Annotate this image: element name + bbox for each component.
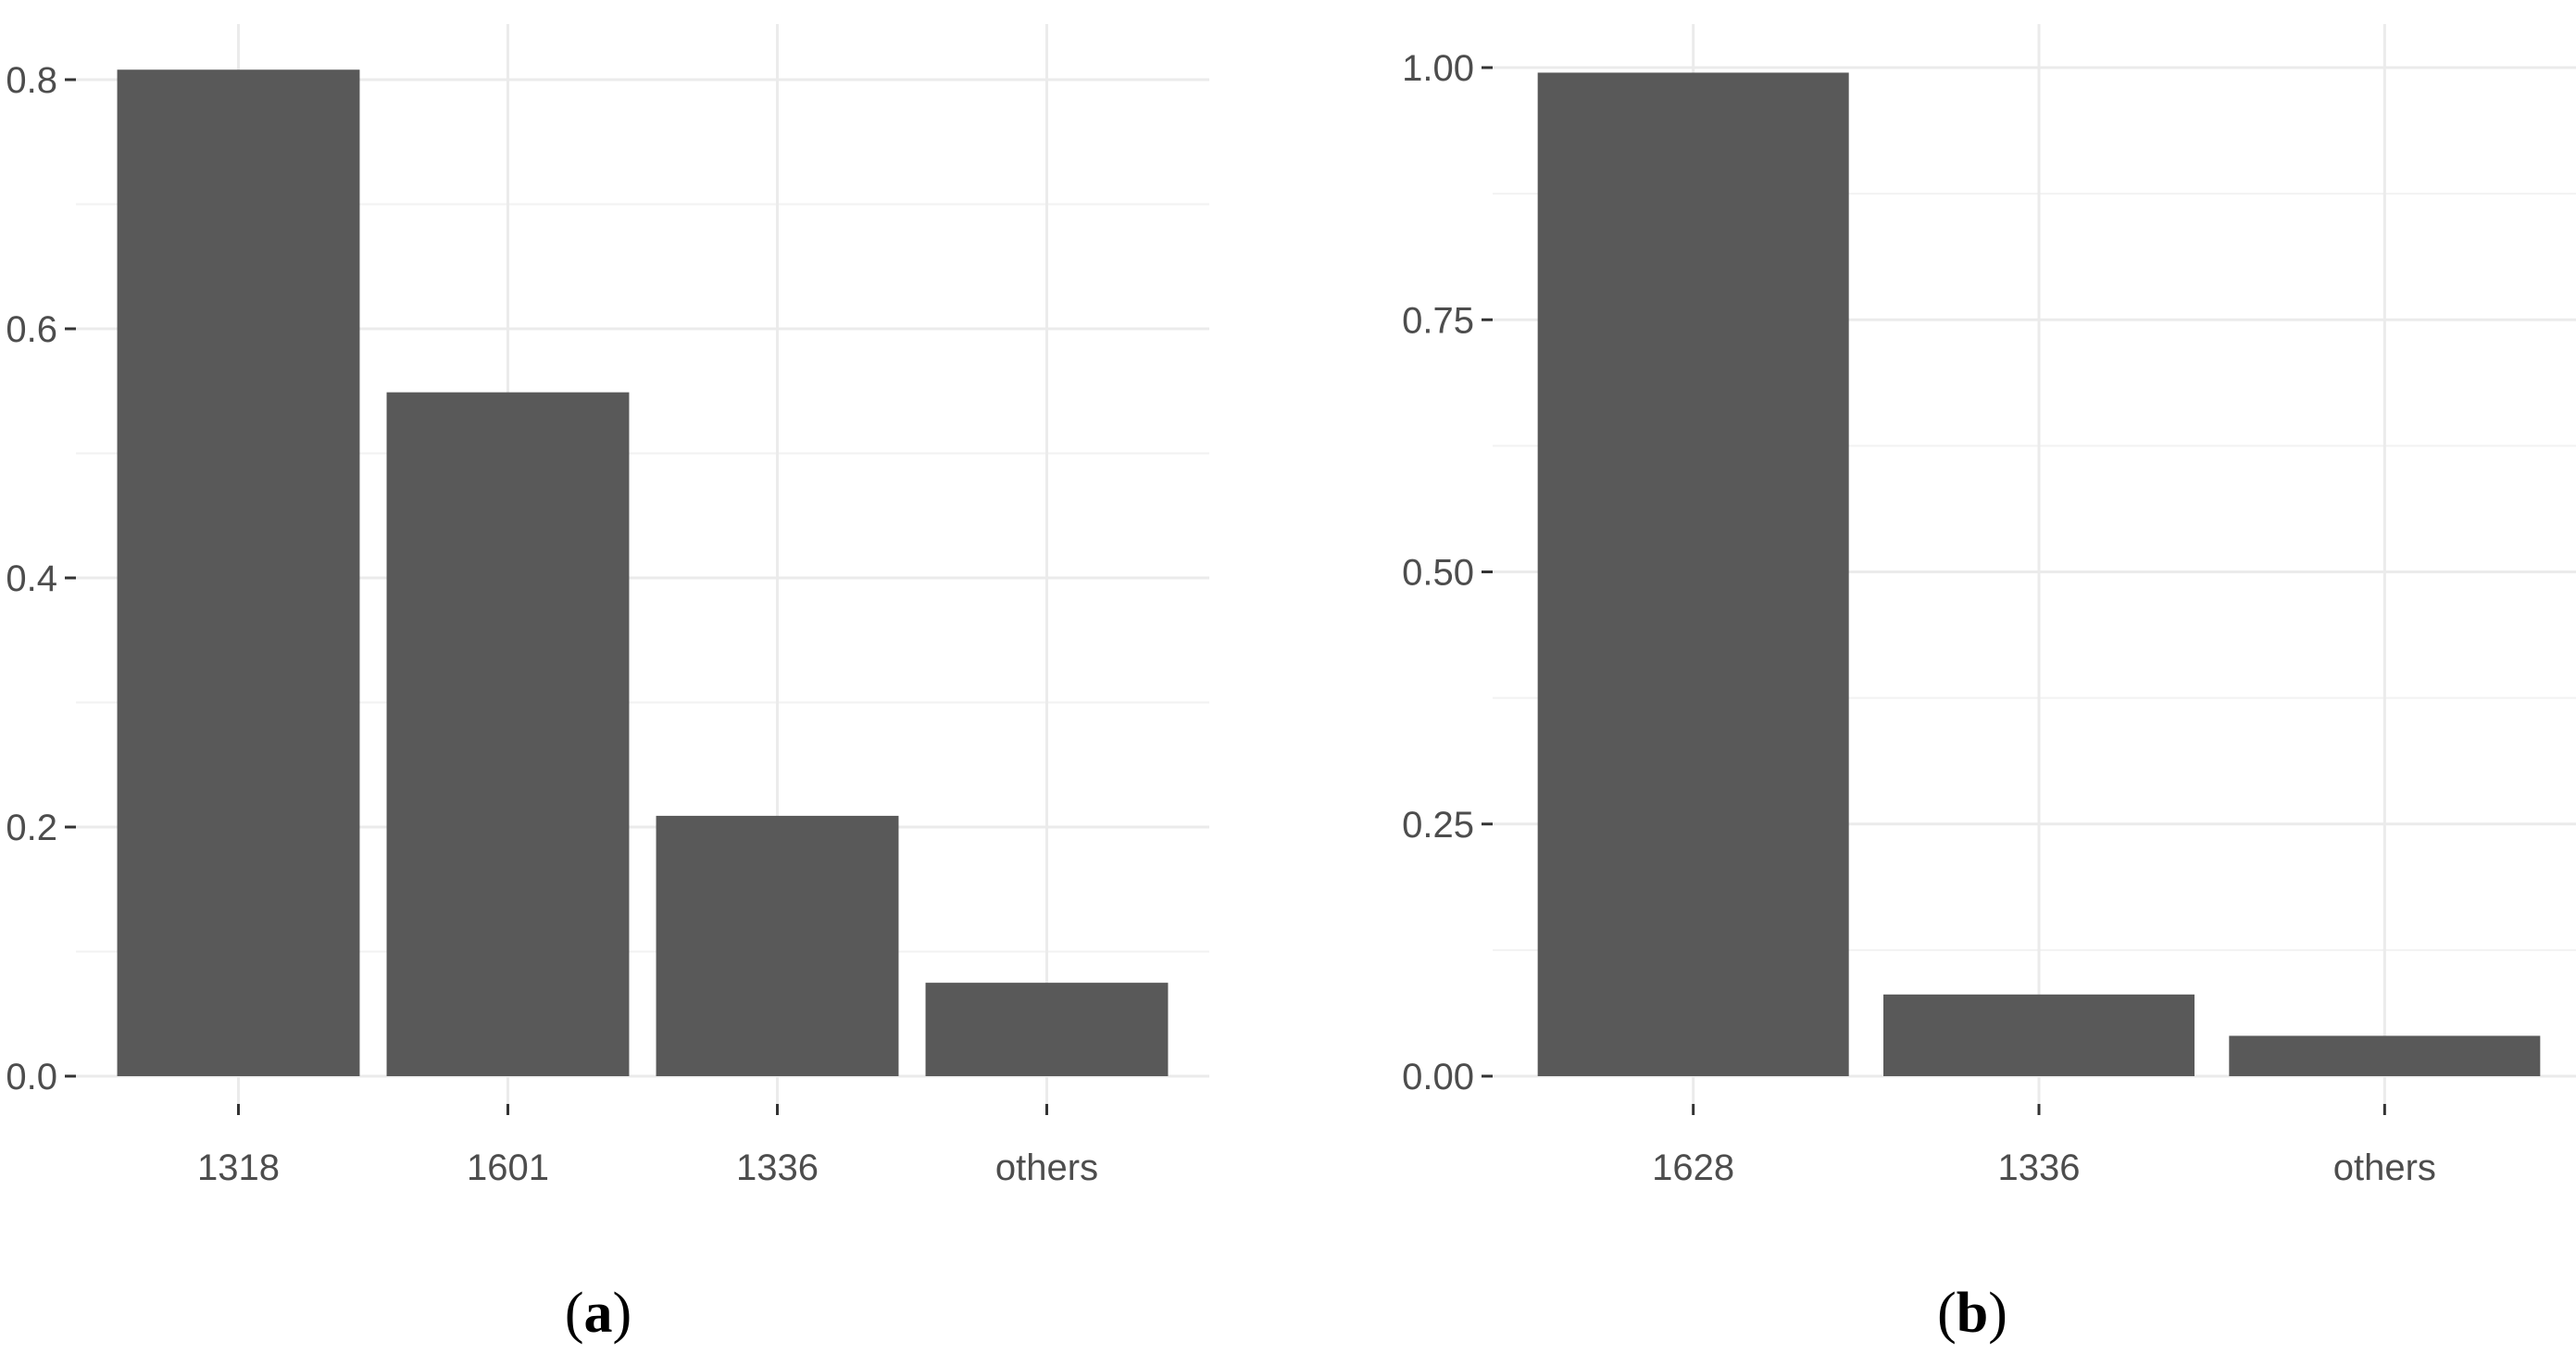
bar-1628 xyxy=(1537,72,1849,1077)
panel-label-close: ) xyxy=(1988,1282,2007,1345)
x-tick-label: 1628 xyxy=(1652,1147,1734,1188)
y-tick-label: 0.00 xyxy=(1402,1057,1474,1097)
y-tick-label: 0.6 xyxy=(6,309,57,350)
x-tick-label: 1318 xyxy=(197,1147,280,1188)
panel-label-letter: b xyxy=(1957,1282,1988,1345)
x-tick-label: 1336 xyxy=(736,1147,819,1188)
x-tick-label: others xyxy=(2333,1147,2436,1188)
bar-1318 xyxy=(117,69,360,1077)
panel-label-letter: a xyxy=(584,1282,613,1345)
y-tick-label: 0.75 xyxy=(1402,300,1474,341)
x-tick-label: 1336 xyxy=(1998,1147,2081,1188)
y-tick-label: 1.00 xyxy=(1402,48,1474,89)
bar-1336 xyxy=(656,815,899,1076)
y-tick-label: 0.2 xyxy=(6,808,57,848)
chart-panel-b: 0.00 0.25 0.50 0.75 1.00 1628 1336 others (b) xyxy=(1402,24,2576,1345)
bar-others xyxy=(2229,1035,2541,1076)
panel-label: (b) xyxy=(1937,1282,2007,1345)
y-tick-label: 0.50 xyxy=(1402,553,1474,594)
chart-panel-a: 0.0 0.2 0.4 0.6 0.8 1318 1601 1336 others (a) xyxy=(6,24,1209,1345)
bar-1601 xyxy=(386,392,630,1077)
bar-1336 xyxy=(1883,994,2195,1076)
x-tick-label: 1601 xyxy=(467,1147,549,1188)
y-tick-label: 0.4 xyxy=(6,558,57,599)
panel-label-open: ( xyxy=(565,1282,584,1345)
y-tick-label: 0.0 xyxy=(6,1057,57,1097)
bar-others xyxy=(925,983,1169,1076)
panel-label: (a) xyxy=(565,1282,631,1345)
y-tick-label: 0.25 xyxy=(1402,805,1474,846)
panel-label-open: ( xyxy=(1937,1282,1957,1345)
y-tick-label: 0.8 xyxy=(6,60,57,101)
x-tick-label: others xyxy=(995,1147,1098,1188)
panel-label-close: ) xyxy=(613,1282,632,1345)
